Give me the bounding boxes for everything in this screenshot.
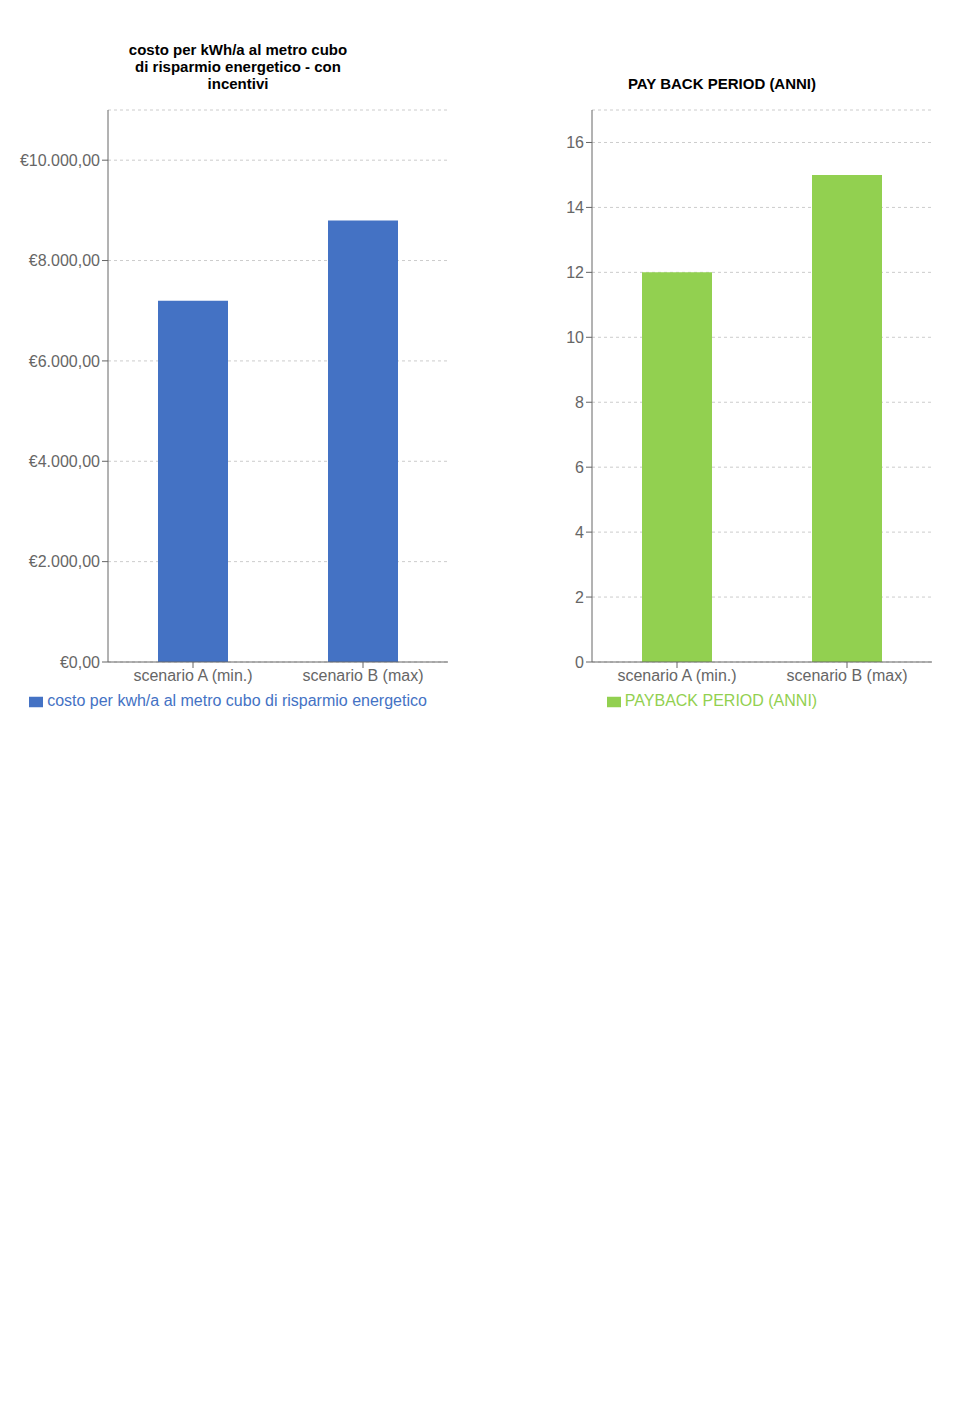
html-text:PAYBACK PERIOD (ANNI): PAYBACK PERIOD (ANNI) [624,692,818,709]
svg-text:4: 4 [575,524,584,541]
svg-text:2: 2 [575,589,584,606]
svg-text:10: 10 [566,329,584,346]
svg-text:scenario B (max): scenario B (max) [303,667,424,684]
svg-text:0: 0 [575,654,584,671]
svg-text:8: 8 [575,394,584,411]
html-text:PAY BACK PERIOD (ANNI): PAY BACK PERIOD (ANNI) [628,75,816,92]
svg-text:16: 16 [566,134,584,151]
svg-text:scenario A (min.): scenario A (min.) [133,667,252,684]
svg-text:14: 14 [566,199,584,216]
svg-text:€0,00: €0,00 [60,654,100,671]
svg-text:€10.000,00: €10.000,00 [20,152,100,169]
svg-text:€6.000,00: €6.000,00 [29,353,100,370]
svg-text:scenario B (max): scenario B (max) [787,667,908,684]
svg-text:€4.000,00: €4.000,00 [29,453,100,470]
html-text:costo per kWh/a al metro cubo: costo per kWh/a al metro cubo di risparm… [128,41,348,92]
svg-text:12: 12 [566,264,584,281]
svg-text:6: 6 [575,459,584,476]
svg-text:scenario A (min.): scenario A (min.) [617,667,736,684]
svg-text:€2.000,00: €2.000,00 [29,553,100,570]
svg-text:€8.000,00: €8.000,00 [29,252,100,269]
html-text:costo per kwh/a al metro cubo: costo per kwh/a al metro cubo di risparm… [47,692,427,709]
